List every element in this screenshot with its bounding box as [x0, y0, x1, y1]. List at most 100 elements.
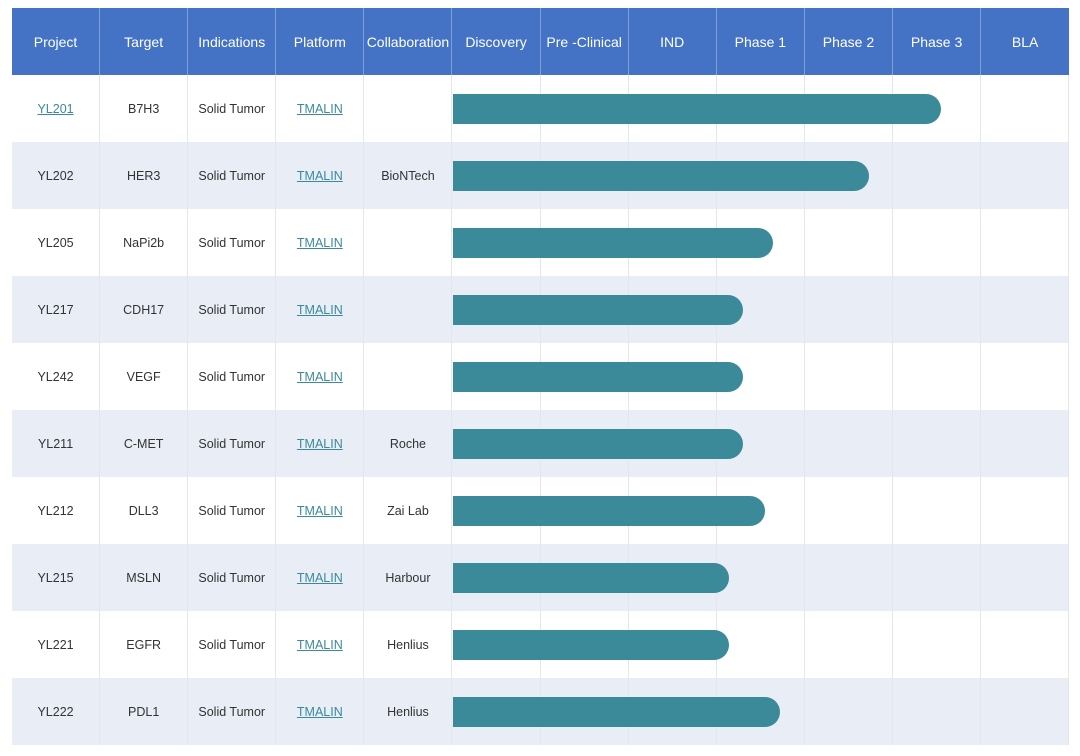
project-cell: YL202 — [12, 142, 101, 209]
stage-cell — [805, 544, 893, 611]
target-cell: B7H3 — [100, 75, 189, 142]
indication-cell: Solid Tumor — [188, 544, 277, 611]
collaboration-cell: BioNTech — [364, 142, 453, 209]
collaboration-cell: Zai Lab — [364, 477, 453, 544]
table-row: YL212 DLL3 Solid Tumor TMALIN Zai Lab — [12, 477, 1070, 544]
platform-link[interactable]: TMALIN — [276, 276, 365, 343]
stage-cell — [805, 678, 893, 745]
indication-cell: Solid Tumor — [188, 477, 277, 544]
stage-cell — [893, 544, 982, 611]
indication-cell: Solid Tumor — [188, 410, 277, 477]
indication-cell: Solid Tumor — [188, 209, 277, 276]
table-row: YL221 EGFR Solid Tumor TMALIN Henlius — [12, 611, 1070, 678]
platform-link[interactable]: TMALIN — [276, 611, 365, 678]
progress-bar — [452, 294, 744, 325]
project-cell: YL215 — [12, 544, 101, 611]
target-cell: VEGF — [100, 343, 189, 410]
stage-cell — [805, 410, 893, 477]
stage-cell — [805, 276, 893, 343]
header-target: Target — [100, 8, 189, 75]
table-row: YL222 PDL1 Solid Tumor TMALIN Henlius — [12, 678, 1070, 745]
table-header: Project Target Indications Platform Collabor… — [12, 8, 1069, 75]
target-cell: C-MET — [100, 410, 189, 477]
stage-cell — [893, 410, 982, 477]
header-platform: Platform — [276, 8, 365, 75]
stage-cell — [893, 142, 982, 209]
collaboration-cell — [364, 276, 453, 343]
table-row: YL205 NaPi2b Solid Tumor TMALIN — [12, 209, 1070, 276]
stage-cell — [893, 209, 982, 276]
progress-bar — [452, 495, 766, 526]
progress-bar — [452, 361, 744, 392]
stage-cell — [805, 343, 893, 410]
stage-cell — [717, 209, 805, 276]
table-row: YL211 C-MET Solid Tumor TMALIN Roche — [12, 410, 1070, 477]
project-cell: YL221 — [12, 611, 101, 678]
stage-cell — [717, 611, 805, 678]
progress-bar — [452, 629, 730, 660]
indication-cell: Solid Tumor — [188, 678, 277, 745]
header-ind: IND — [629, 8, 717, 75]
collaboration-cell: Henlius — [364, 678, 453, 745]
collaboration-cell: Roche — [364, 410, 453, 477]
header-discovery: Discovery — [453, 8, 541, 75]
stage-cell — [717, 343, 805, 410]
project-link[interactable]: YL201 — [12, 75, 101, 142]
stage-cell — [981, 678, 1070, 745]
platform-link[interactable]: TMALIN — [276, 678, 365, 745]
platform-link[interactable]: TMALIN — [276, 75, 365, 142]
stage-cell — [981, 477, 1070, 544]
stage-cell — [893, 477, 982, 544]
stage-cell — [981, 410, 1070, 477]
platform-link[interactable]: TMALIN — [276, 142, 365, 209]
stage-cell — [893, 276, 982, 343]
stage-cell — [805, 611, 893, 678]
stage-cell — [981, 75, 1070, 142]
progress-bar — [452, 227, 774, 258]
header-bla: BLA — [1011, 33, 1039, 50]
target-cell: NaPi2b — [100, 209, 189, 276]
stage-cell — [805, 209, 893, 276]
progress-bar — [452, 160, 870, 191]
collaboration-cell: Harbour — [364, 544, 453, 611]
stage-cell — [981, 209, 1070, 276]
collaboration-cell — [364, 343, 453, 410]
project-cell: YL217 — [12, 276, 101, 343]
platform-link[interactable]: TMALIN — [276, 410, 365, 477]
header-phase-3: Phase 3 — [893, 8, 982, 75]
target-cell: DLL3 — [100, 477, 189, 544]
stage-cell — [717, 276, 805, 343]
stage-cell — [981, 544, 1070, 611]
stage-cell — [981, 276, 1070, 343]
project-cell: YL205 — [12, 209, 101, 276]
indication-cell: Solid Tumor — [188, 611, 277, 678]
table-row: YL242 VEGF Solid Tumor TMALIN — [12, 343, 1070, 410]
table-row: YL202 HER3 Solid Tumor TMALIN BioNTech — [12, 142, 1070, 209]
header-phase-1: Phase 1 — [717, 8, 805, 75]
header-collaboration: Collaboration — [364, 8, 453, 75]
header-project: Project — [12, 8, 101, 75]
platform-link[interactable]: TMALIN — [276, 343, 365, 410]
collaboration-cell: Henlius — [364, 611, 453, 678]
project-cell: YL242 — [12, 343, 101, 410]
pipeline-table: Project Target Indications Platform Collabor… — [12, 8, 1070, 745]
stage-cell — [981, 343, 1070, 410]
stage-cell — [893, 343, 982, 410]
indication-cell: Solid Tumor — [188, 276, 277, 343]
platform-link[interactable]: TMALIN — [276, 544, 365, 611]
target-cell: MSLN — [100, 544, 189, 611]
platform-link[interactable]: TMALIN — [276, 477, 365, 544]
target-cell: PDL1 — [100, 678, 189, 745]
project-cell: YL212 — [12, 477, 101, 544]
platform-link[interactable]: TMALIN — [276, 209, 365, 276]
table-row: YL217 CDH17 Solid Tumor TMALIN — [12, 276, 1070, 343]
table-row: YL215 MSLN Solid Tumor TMALIN Harbour — [12, 544, 1070, 611]
stage-cell — [893, 611, 982, 678]
stage-cell — [717, 678, 805, 745]
table-row: YL201 B7H3 Solid Tumor TMALIN — [12, 75, 1070, 142]
collaboration-cell — [364, 209, 453, 276]
progress-bar — [452, 93, 942, 124]
header-indications: Indications — [188, 8, 277, 75]
indication-cell: Solid Tumor — [188, 142, 277, 209]
project-cell: YL222 — [12, 678, 101, 745]
